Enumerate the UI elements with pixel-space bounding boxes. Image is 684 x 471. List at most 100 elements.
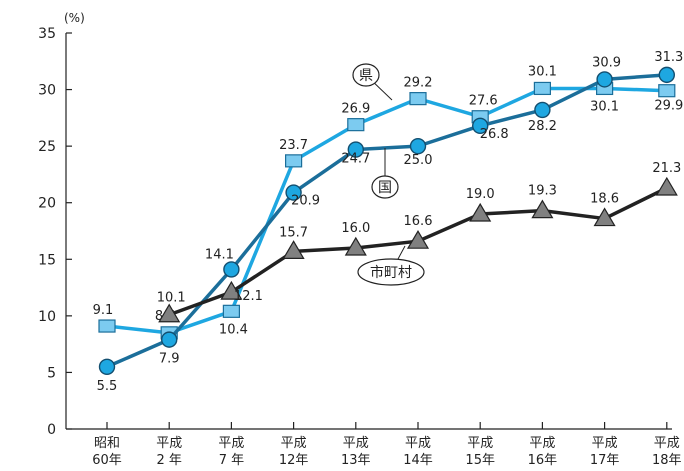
data-label: 30.1 (528, 64, 557, 79)
callout-label: 国 (378, 180, 392, 196)
data-label: 30.9 (592, 55, 621, 70)
y-axis-unit: (%) (64, 11, 85, 25)
callout-国: 国 (371, 148, 399, 199)
data-point-square (409, 92, 427, 106)
data-label: 21.3 (652, 161, 681, 176)
y-tick-label: 30 (38, 83, 56, 99)
data-point-square (222, 304, 240, 318)
x-tick-label-line2: 2 年 (156, 453, 181, 468)
data-label: 26.8 (480, 127, 509, 142)
data-point-triangle (282, 240, 305, 259)
x-tick-label-line1: 平成 (281, 436, 307, 451)
data-label: 12.1 (234, 289, 263, 304)
x-tick-label-line2: 17年 (590, 453, 620, 468)
data-label: 26.9 (341, 102, 370, 117)
data-point-triangle (344, 236, 367, 256)
x-axis: 昭和 60年 平成 2 年 平成 7 年 平成 12年 平成 13年 平成 14年 平成 15年 平成 16年… (66, 422, 682, 468)
x-tick-label-line1: 平成 (156, 436, 182, 451)
data-label: 19.3 (528, 184, 557, 199)
y-tick-label: 20 (38, 196, 56, 212)
data-label: 31.3 (654, 50, 683, 65)
data-label: 29.9 (654, 99, 683, 114)
data-point-triangle (531, 199, 554, 219)
x-tick-label-line2: 12年 (279, 453, 309, 468)
y-tick-label: 15 (38, 252, 56, 268)
callout-label: 市町村 (370, 264, 412, 281)
callout-bubble (357, 258, 425, 286)
series-line (106, 86, 667, 335)
data-label: 18.6 (590, 192, 619, 207)
data-point-circle (98, 358, 116, 375)
x-tick-label-line2: 13年 (341, 453, 371, 468)
y-tick-label: 5 (47, 365, 56, 381)
data-point-triangle (469, 202, 492, 222)
data-point-circle (472, 117, 489, 134)
data-point-square (533, 81, 552, 96)
data-label: 7.9 (159, 352, 180, 367)
data-point-circle (160, 331, 178, 348)
x-tick-label-line1: 平成 (467, 436, 493, 451)
series-line (106, 73, 667, 369)
x-tick-label-line1: 平成 (343, 436, 369, 451)
callout-県: 県 (352, 63, 393, 101)
data-label: 9.1 (93, 303, 114, 318)
y-tick-label: 25 (38, 139, 56, 155)
data-point-square (98, 319, 116, 333)
data-point-circle (347, 141, 364, 158)
data-point-circle (596, 71, 613, 88)
data-point-triangle (158, 303, 181, 323)
x-tick-label-line1: 平成 (405, 436, 431, 451)
x-tick-label-line2: 18年 (652, 453, 682, 468)
data-point-circle (285, 184, 302, 201)
series-国: 5.5 7.9 14.1 20.9 24.7 25.0 26.8 28.2 30.9 31.3 (97, 50, 684, 394)
data-label: 27.6 (469, 94, 498, 109)
x-tick-label-line1: 昭和 (94, 436, 120, 451)
callout-市町村: 市町村 (357, 245, 425, 286)
data-label: 19.0 (466, 187, 495, 202)
data-point-circle (223, 261, 240, 278)
data-label: 16.6 (404, 214, 433, 229)
x-ticks: 昭和 60年 平成 2 年 平成 7 年 平成 12年 平成 13年 平成 14年 平成 15年 平成 16年… (92, 422, 682, 468)
data-label: 20.9 (291, 194, 320, 209)
data-point-triangle (593, 207, 616, 227)
data-point-square (658, 84, 676, 98)
data-label: 15.7 (279, 225, 308, 240)
x-tick-label-line2: 16年 (528, 453, 558, 468)
callout-bubble (371, 175, 399, 199)
data-label: 10.4 (219, 322, 248, 337)
y-ticks: 0 5 10 15 20 25 30 35 (38, 26, 72, 438)
data-label: 23.7 (279, 138, 308, 153)
data-point-square (347, 118, 365, 132)
x-tick-label-line2: 60年 (92, 453, 122, 468)
data-point-triangle (406, 229, 430, 249)
series-layer: 9.18.510.423.726.929.227.630.130.129.95.… (93, 50, 684, 394)
data-label: 14.1 (205, 247, 234, 262)
x-tick-label-line2: 14年 (403, 453, 433, 468)
x-tick-label-line1: 平成 (218, 436, 244, 451)
callout-bubble (352, 63, 380, 87)
y-tick-label: 0 (47, 422, 56, 438)
data-point-circle (409, 137, 427, 155)
y-tick-label: 35 (38, 26, 56, 42)
data-label: 5.5 (97, 379, 118, 394)
x-tick-label-line1: 平成 (654, 436, 680, 451)
data-label: 30.1 (590, 99, 619, 114)
data-point-square (285, 154, 303, 168)
data-label: 29.2 (404, 76, 433, 91)
data-label: 28.2 (528, 119, 557, 134)
data-point-triangle (220, 280, 243, 300)
x-tick-label-line2: 7 年 (219, 453, 244, 468)
y-axis: (%) 0 5 10 15 20 25 30 35 (38, 11, 85, 438)
data-point-circle (534, 101, 551, 119)
data-label: 16.0 (341, 221, 370, 236)
x-tick-label-line2: 15年 (465, 453, 495, 468)
data-label: 25.0 (404, 153, 433, 168)
data-label: 24.7 (341, 152, 370, 167)
callout-label: 県 (359, 68, 373, 84)
y-tick-label: 10 (38, 309, 56, 325)
data-point-triangle (655, 176, 678, 196)
series-市町村: 10.1 12.1 15.7 16.0 16.6 19.0 19.3 18.6 21.3 (157, 161, 681, 323)
x-tick-label-line1: 平成 (529, 436, 555, 451)
x-tick-label-line1: 平成 (592, 436, 618, 451)
